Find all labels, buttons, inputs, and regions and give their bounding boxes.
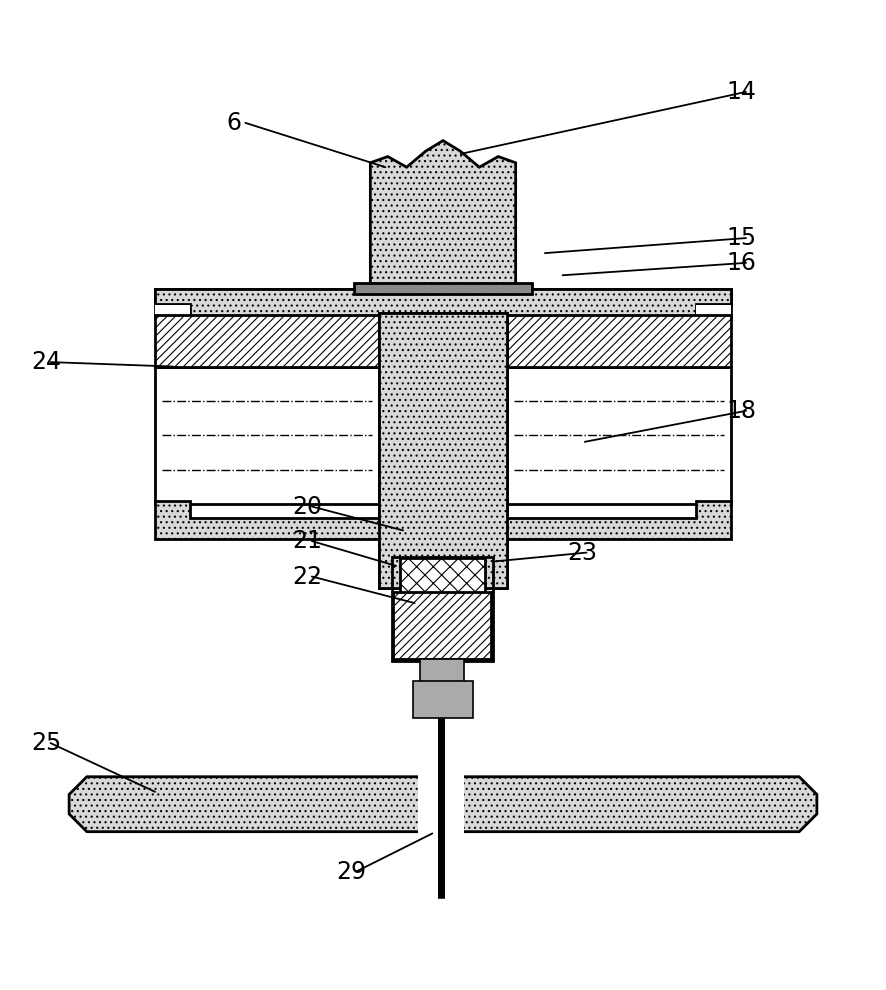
Polygon shape	[370, 141, 516, 287]
Polygon shape	[155, 289, 731, 318]
Bar	[155, 305, 190, 318]
Bar	[420, 659, 464, 682]
Bar	[155, 315, 379, 366]
Bar	[507, 315, 731, 366]
Bar	[696, 305, 731, 318]
Text: 24: 24	[31, 350, 61, 374]
Bar	[354, 283, 532, 294]
Bar	[379, 314, 507, 588]
Text: 23: 23	[567, 541, 597, 564]
Bar	[400, 558, 485, 598]
Bar	[393, 592, 491, 659]
Text: 18: 18	[727, 399, 757, 423]
Polygon shape	[155, 501, 731, 540]
Bar	[507, 366, 731, 504]
Text: 16: 16	[727, 250, 757, 275]
Text: 29: 29	[337, 859, 367, 883]
Bar	[418, 772, 464, 837]
Bar	[392, 557, 493, 660]
Text: 15: 15	[727, 226, 757, 250]
Bar	[155, 289, 731, 318]
Text: 14: 14	[727, 80, 757, 104]
Text: 20: 20	[292, 495, 323, 519]
Text: 21: 21	[292, 529, 323, 553]
Text: 6: 6	[226, 111, 241, 135]
Polygon shape	[69, 777, 817, 832]
Text: 25: 25	[31, 731, 61, 755]
Bar	[155, 366, 379, 504]
Text: 22: 22	[292, 564, 323, 588]
Bar	[379, 314, 507, 588]
Bar	[413, 681, 473, 719]
